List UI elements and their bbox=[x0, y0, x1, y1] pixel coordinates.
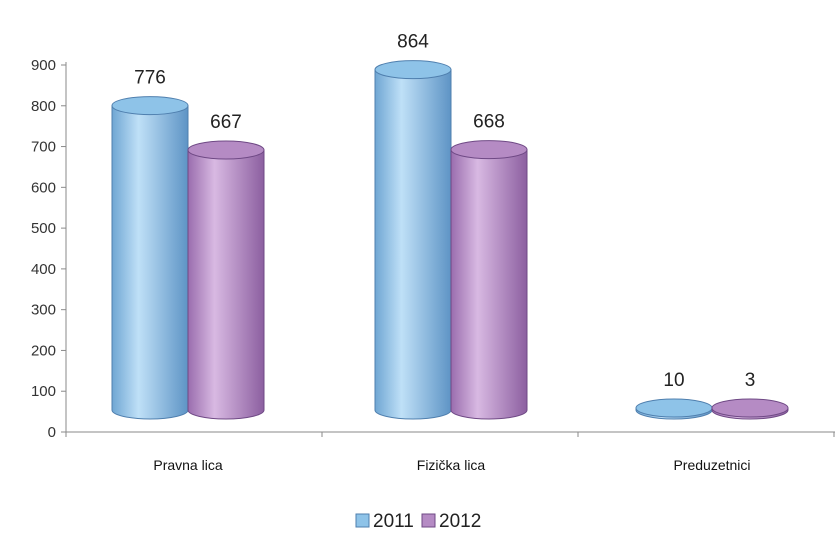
bars bbox=[111, 60, 789, 420]
x-axis: Pravna lica Fizička lica Preduzetnici bbox=[65, 431, 835, 473]
legend-swatch bbox=[355, 513, 370, 528]
bar-top-cap bbox=[711, 398, 789, 418]
category-label: Pravna lica bbox=[153, 457, 222, 473]
bar-2011-2 bbox=[635, 398, 713, 420]
data-label: 3 bbox=[745, 370, 756, 391]
y-tick-label: 200 bbox=[31, 342, 56, 359]
bar-top-cap bbox=[450, 140, 528, 160]
bar-top-cap bbox=[187, 140, 265, 160]
legend-item-2012: 2012 bbox=[421, 511, 481, 532]
y-tick-label: 500 bbox=[31, 220, 56, 237]
y-axis-ticks: 0 100 200 300 400 500 600 700 800 900 bbox=[31, 57, 66, 441]
legend-item-2011: 2011 bbox=[355, 511, 414, 532]
y-tick-label: 100 bbox=[31, 383, 56, 400]
data-labels: 776 667 864 668 10 3 bbox=[134, 32, 755, 391]
bar-body bbox=[187, 149, 265, 420]
bar-body bbox=[374, 69, 452, 420]
bar-2012-2 bbox=[711, 398, 789, 420]
bar-top-cap bbox=[635, 398, 713, 418]
category-label: Fizička lica bbox=[417, 457, 486, 473]
y-tick-label: 700 bbox=[31, 139, 56, 156]
legend: 2011 2012 bbox=[355, 511, 481, 532]
y-tick-label: 0 bbox=[48, 424, 56, 441]
bar-body bbox=[450, 149, 528, 420]
bar-body bbox=[111, 105, 189, 420]
y-tick-label: 900 bbox=[31, 57, 56, 74]
data-label: 10 bbox=[663, 370, 684, 391]
data-label: 667 bbox=[210, 112, 242, 133]
data-label: 668 bbox=[473, 112, 505, 133]
y-tick-label: 800 bbox=[31, 98, 56, 115]
legend-swatch bbox=[421, 513, 436, 528]
legend-label: 2012 bbox=[439, 511, 481, 532]
bar-2011-0 bbox=[111, 96, 189, 420]
y-tick-label: 300 bbox=[31, 302, 56, 319]
y-tick-label: 600 bbox=[31, 179, 56, 196]
bar-top-cap bbox=[374, 60, 452, 80]
bar-2012-0 bbox=[187, 140, 265, 420]
bar-2012-1 bbox=[450, 140, 528, 420]
bar-2011-1 bbox=[374, 60, 452, 420]
y-axis: 0 100 200 300 400 500 600 700 800 900 bbox=[31, 57, 67, 441]
category-label: Preduzetnici bbox=[673, 457, 750, 473]
bar-top-cap bbox=[111, 96, 189, 116]
data-label: 776 bbox=[134, 68, 166, 89]
x-category-labels: Pravna lica Fizička lica Preduzetnici bbox=[153, 457, 750, 473]
data-label: 864 bbox=[397, 32, 429, 53]
y-tick-label: 400 bbox=[31, 261, 56, 278]
legend-label: 2011 bbox=[373, 511, 414, 532]
